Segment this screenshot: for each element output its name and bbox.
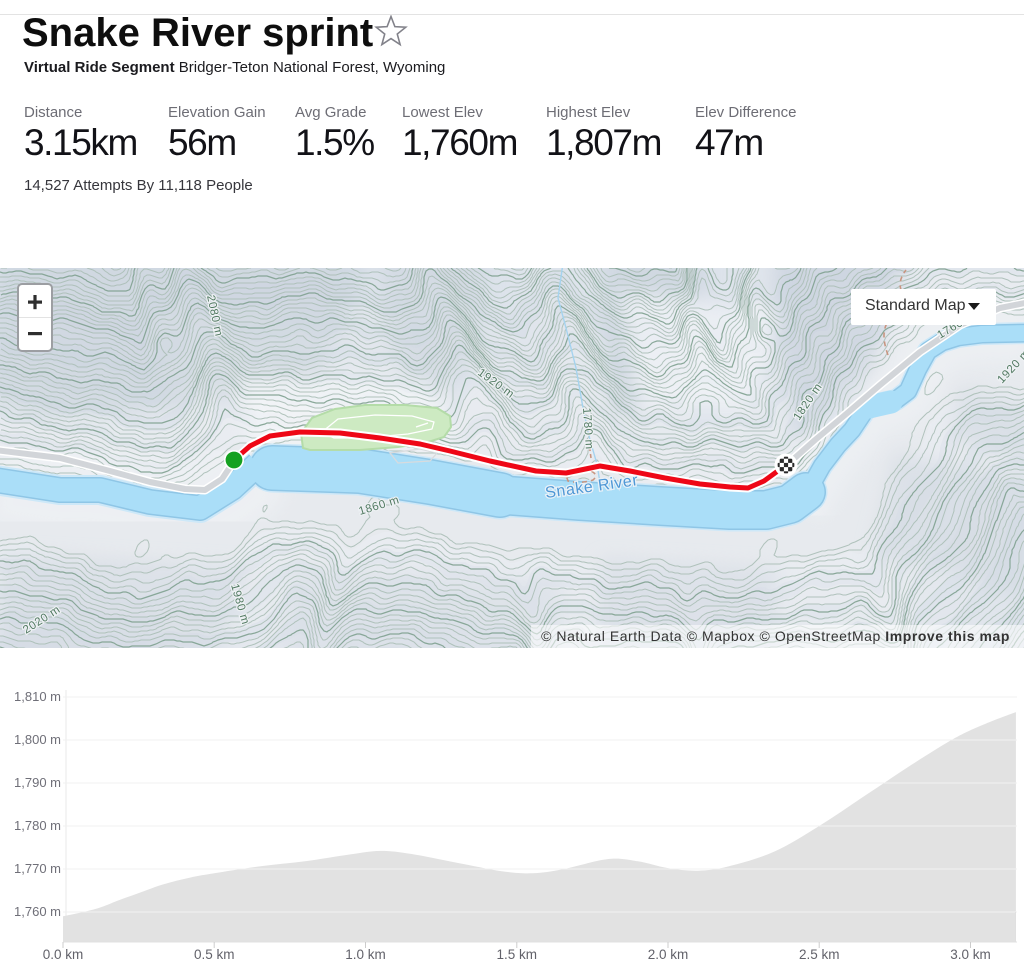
svg-text:1,800 m: 1,800 m	[14, 732, 61, 747]
svg-text:1,760 m: 1,760 m	[14, 904, 61, 919]
svg-text:1,780 m: 1,780 m	[14, 818, 61, 833]
svg-text:1,810 m: 1,810 m	[14, 689, 61, 704]
svg-text:0.0 km: 0.0 km	[43, 947, 84, 962]
svg-text:1.5 km: 1.5 km	[497, 947, 538, 962]
svg-text:1.0 km: 1.0 km	[345, 947, 386, 962]
svg-text:0.5 km: 0.5 km	[194, 947, 235, 962]
svg-text:2.0 km: 2.0 km	[648, 947, 689, 962]
svg-text:© Natural Earth Data © Mapbox: © Natural Earth Data © Mapbox © OpenStre…	[541, 628, 1010, 644]
svg-text:1,770 m: 1,770 m	[14, 861, 61, 876]
svg-text:1,790 m: 1,790 m	[14, 775, 61, 790]
svg-text:3.0 km: 3.0 km	[950, 947, 991, 962]
svg-text:2.5 km: 2.5 km	[799, 947, 840, 962]
svg-text:1780 m: 1780 m	[580, 407, 595, 450]
